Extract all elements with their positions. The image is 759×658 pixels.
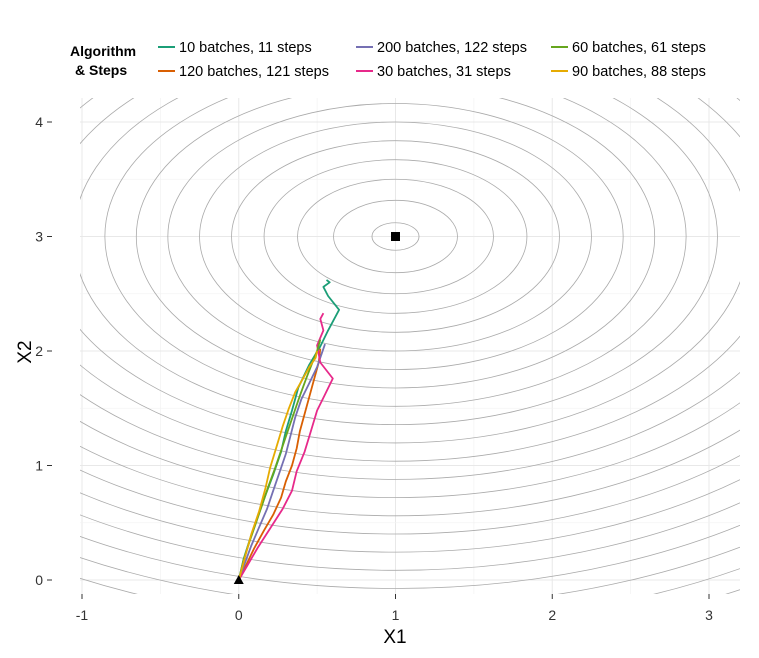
contour-line	[80, 402, 740, 498]
contour-line	[263, 159, 528, 314]
contour-line	[135, 98, 656, 389]
grid	[80, 98, 740, 594]
legend-title-line1: Algorithm	[70, 43, 136, 59]
x-tick-label: -1	[76, 607, 89, 623]
x-axis-title: X1	[383, 627, 406, 648]
markers	[233, 232, 400, 584]
x-tick-label: 0	[235, 607, 243, 623]
contour-line	[167, 103, 624, 370]
y-tick-label: 4	[35, 114, 43, 130]
series-paths	[237, 279, 340, 581]
contour-line	[297, 178, 494, 295]
contour-line	[199, 121, 592, 352]
legend-label: 120 batches, 121 steps	[179, 64, 329, 80]
contour-line	[80, 98, 718, 425]
legend: Algorithm & Steps 10 batches, 11 steps 12…	[70, 40, 706, 80]
contour-line	[80, 98, 740, 480]
contour-line	[231, 140, 560, 333]
contour-line	[80, 98, 740, 462]
legend-label: 30 batches, 31 steps	[377, 64, 511, 80]
legend-title-line2: & Steps	[75, 62, 127, 78]
y-axis-title: X2	[15, 340, 36, 363]
contour-line	[80, 524, 740, 589]
y-tick-label: 2	[35, 343, 43, 359]
contour-line	[333, 199, 458, 274]
legend-label: 10 batches, 11 steps	[179, 40, 312, 56]
start-point-marker	[233, 575, 244, 584]
legend-label: 60 batches, 61 steps	[572, 40, 706, 56]
y-tick-label: 0	[35, 572, 43, 588]
x-tick-label: 3	[705, 607, 713, 623]
contour-line	[724, 589, 740, 594]
y-tick-label: 1	[35, 458, 43, 474]
optimum-point-marker	[391, 232, 400, 241]
contour-line	[80, 454, 740, 535]
contour-line	[80, 502, 740, 571]
series-line	[237, 339, 322, 581]
y-tick-label: 3	[35, 229, 43, 245]
series-line	[237, 348, 322, 581]
legend-label: 90 batches, 88 steps	[572, 64, 706, 80]
legend-label: 200 batches, 122 steps	[377, 40, 527, 56]
axis-ticks: -1 0 1 2 3 0 1 2 3 4	[35, 114, 713, 623]
contour-line	[80, 479, 740, 553]
series-line	[237, 343, 326, 581]
x-tick-label: 2	[548, 607, 556, 623]
contour-line	[80, 98, 740, 444]
series-line	[237, 350, 318, 581]
x-tick-label: 1	[392, 607, 400, 623]
contour-line	[104, 98, 687, 407]
contour-line	[80, 429, 740, 517]
contour-line	[371, 222, 420, 251]
